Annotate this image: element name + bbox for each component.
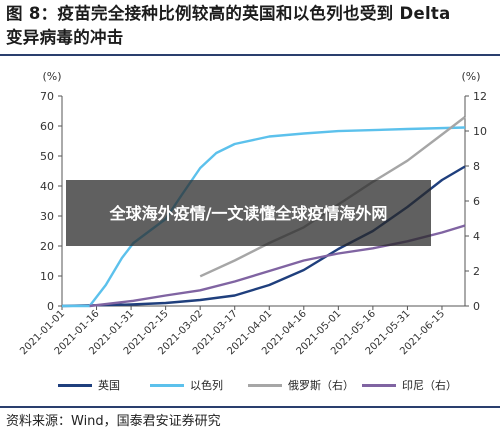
right-axis-unit: (%) (461, 70, 480, 83)
legend-label-2: 以色列 (190, 379, 223, 392)
left-tick-label: 60 (40, 120, 54, 133)
right-tick-label: 6 (473, 195, 480, 208)
figure-title-line-1: 图 8：疫苗完全接种比例较高的英国和以色列也受到 Delta (6, 4, 451, 23)
left-tick-label: 20 (40, 240, 54, 253)
legend-label-3: 俄罗斯（右） (288, 379, 354, 392)
title-rule (0, 54, 500, 56)
left-tick-label: 0 (47, 300, 54, 313)
legend-label-4: 印尼（右） (402, 379, 457, 392)
left-tick-label: 30 (40, 210, 54, 223)
right-tick-label: 8 (473, 160, 480, 173)
left-axis-unit: (%) (42, 70, 61, 83)
series-line-2 (62, 126, 466, 308)
source-note: 资料来源：Wind，国泰君安证券研究 (6, 414, 221, 429)
figure-title-line-2: 变异病毒的冲击 (6, 28, 124, 47)
right-tick-label: 4 (473, 230, 480, 243)
legend-swatch-2 (150, 384, 184, 387)
left-tick-label: 50 (40, 150, 54, 163)
left-tick-label: 70 (40, 90, 54, 103)
overlay-banner: 全球海外疫情/一文读懂全球疫情海外网 (66, 180, 431, 246)
legend-label-1: 英国 (98, 379, 120, 392)
chart-legend: 英国 以色列 俄罗斯（右） 印尼（右） (0, 373, 500, 395)
overlay-banner-text: 全球海外疫情/一文读懂全球疫情海外网 (109, 203, 388, 223)
right-tick-label: 12 (473, 90, 487, 103)
left-tick-label: 40 (40, 180, 54, 193)
right-tick-label: 0 (473, 300, 480, 313)
right-tick-label: 10 (473, 125, 487, 138)
figure-title: 图 8：疫苗完全接种比例较高的英国和以色列也受到 Delta 变异病毒的冲击 (6, 2, 496, 50)
source-rule (0, 406, 500, 408)
left-tick-label: 10 (40, 270, 54, 283)
right-tick-label: 2 (473, 265, 480, 278)
legend-swatch-1 (58, 384, 92, 387)
legend-swatch-4 (362, 384, 396, 387)
legend-swatch-3 (248, 384, 282, 387)
